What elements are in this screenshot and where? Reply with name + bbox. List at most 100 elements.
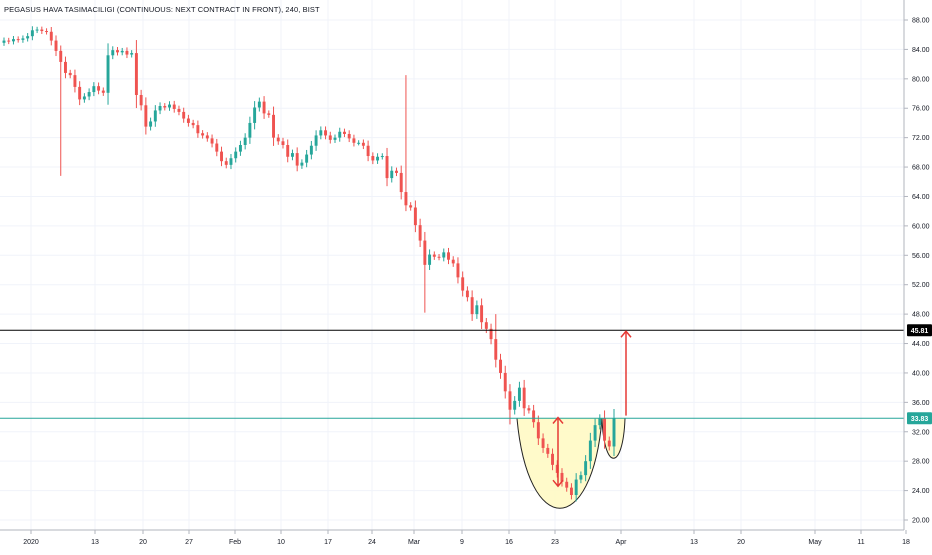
x-tick-label: 16	[505, 539, 513, 546]
candle-body	[314, 135, 318, 146]
candle-body	[262, 101, 266, 114]
candle-body	[290, 153, 294, 157]
x-tick-label: 20	[139, 539, 147, 546]
x-tick-label: 17	[324, 539, 332, 546]
candle-body	[484, 322, 488, 329]
candle-body	[404, 192, 408, 206]
candle-body	[385, 156, 389, 179]
candle-body	[527, 408, 531, 411]
candle-body	[309, 145, 313, 155]
candle-body	[342, 131, 346, 134]
candle-body	[73, 75, 77, 87]
candle-body	[371, 156, 375, 161]
candle-body	[92, 86, 96, 93]
candle-body	[144, 105, 148, 127]
y-tick-label: 60.00	[912, 223, 930, 230]
candle-body	[120, 50, 124, 53]
y-tick-label: 36.00	[912, 400, 930, 407]
candle-body	[437, 256, 441, 258]
candle-body	[489, 328, 493, 340]
candle-body	[97, 86, 101, 91]
candle-body	[224, 161, 228, 165]
candle-body	[191, 122, 195, 126]
x-tick-label: Mar	[408, 539, 421, 546]
x-tick-label: 9	[460, 539, 464, 546]
candle-body	[45, 31, 49, 33]
candle-body	[172, 104, 176, 109]
y-tick-label: 64.00	[912, 194, 930, 201]
candle-body	[546, 447, 550, 454]
candle-body	[480, 305, 484, 323]
candle-body	[413, 207, 417, 226]
x-tick-label: 2020	[23, 539, 39, 546]
candle-body	[551, 453, 554, 465]
y-tick-label: 24.00	[912, 488, 930, 495]
candle-body	[456, 263, 460, 278]
candle-body	[347, 133, 351, 139]
candle-body	[134, 53, 138, 95]
candle-body	[579, 475, 583, 480]
candle-body	[532, 410, 536, 423]
candle-body	[54, 40, 58, 51]
candle-body	[276, 137, 280, 142]
candle-body	[186, 118, 190, 123]
current-price-label-bg	[907, 412, 932, 425]
depth-arrow-head-top	[552, 416, 564, 425]
y-tick-label: 20.00	[912, 518, 930, 525]
candle-body	[612, 418, 616, 447]
candle-body	[536, 422, 540, 439]
candle-body	[158, 106, 162, 111]
candle-body	[234, 151, 238, 159]
x-tick-label: 23	[551, 539, 559, 546]
resistance-price-label: 45.81	[911, 328, 929, 335]
candle-body	[243, 137, 247, 145]
candle-body	[465, 290, 469, 298]
candle-body	[494, 339, 498, 360]
candle-body	[447, 252, 450, 260]
x-tick-label: 13	[91, 539, 99, 546]
level-lines-layer	[0, 329, 904, 419]
candle-body	[101, 90, 105, 93]
x-tick-label: 13	[690, 539, 698, 546]
x-tick-label: 27	[185, 539, 193, 546]
candle-body	[168, 104, 171, 108]
chart-title: PEGASUS HAVA TASIMACILIGI (CONTINUOUS: N…	[4, 5, 320, 14]
candle-body	[125, 50, 129, 55]
candle-body	[116, 50, 119, 53]
candle-body	[584, 461, 588, 476]
candle-body	[281, 141, 285, 145]
candle-body	[461, 277, 465, 291]
candle-body	[177, 108, 181, 112]
candle-body	[418, 225, 422, 241]
x-tick-label: May	[808, 539, 822, 546]
y-tick-label: 28.00	[912, 459, 930, 466]
candle-body	[324, 130, 328, 136]
candle-body	[399, 172, 403, 193]
candle-body	[442, 252, 446, 258]
candle-body	[390, 170, 394, 179]
candle-body	[598, 418, 602, 426]
candle-body	[106, 55, 110, 93]
candle-body	[503, 372, 507, 392]
candle-body	[286, 145, 290, 157]
candle-body	[508, 391, 512, 410]
x-tick-label: 10	[277, 539, 285, 546]
candle-body	[30, 30, 34, 37]
y-tick-label: 52.00	[912, 282, 930, 289]
candle-body	[111, 50, 115, 56]
candle-body	[220, 151, 223, 162]
candle-body	[517, 387, 521, 401]
x-tick-label: 20	[737, 539, 745, 546]
candle-body	[35, 29, 39, 31]
candle-body	[541, 438, 545, 448]
candle-body	[82, 96, 86, 100]
candle-body	[409, 205, 413, 208]
candle-body	[569, 487, 573, 495]
candle-body	[64, 61, 67, 73]
resistance-price-label-bg	[907, 324, 932, 337]
depth-arrow-head-bottom	[552, 479, 564, 488]
candle-body	[182, 111, 186, 119]
candle-body	[607, 440, 611, 447]
